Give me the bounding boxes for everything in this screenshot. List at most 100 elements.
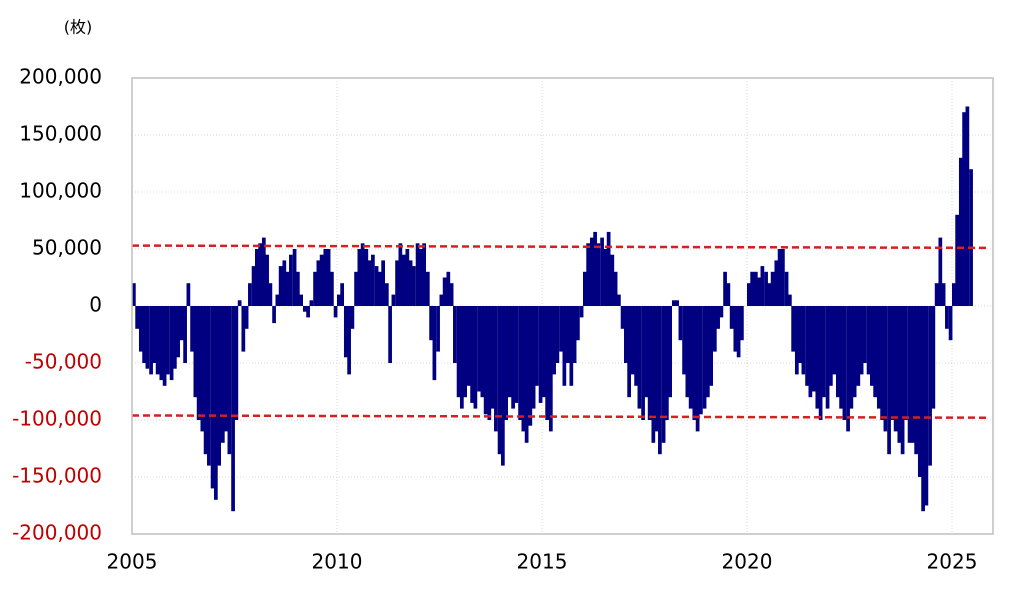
bar	[685, 306, 690, 398]
bar	[176, 306, 180, 358]
bar	[173, 306, 177, 369]
bar	[138, 306, 143, 352]
bar	[965, 106, 970, 306]
bar	[647, 306, 652, 420]
bar	[668, 306, 672, 398]
bar	[518, 306, 522, 420]
bar	[733, 306, 738, 352]
bar	[381, 260, 385, 306]
bar	[535, 306, 539, 386]
bar	[196, 306, 201, 420]
bar	[955, 214, 959, 306]
bar	[193, 306, 198, 398]
bar	[268, 283, 273, 306]
bar	[183, 306, 187, 363]
y-tick-label: 0	[89, 293, 102, 317]
bar	[354, 271, 358, 306]
x-tick-label: 2025	[927, 550, 978, 574]
bar	[969, 169, 973, 306]
bar	[299, 294, 303, 306]
bar	[767, 283, 772, 306]
bar	[313, 271, 317, 306]
bar	[757, 277, 761, 306]
bar	[897, 306, 902, 443]
bar	[388, 306, 392, 363]
bar	[210, 306, 215, 489]
bar	[808, 306, 813, 398]
bar	[555, 306, 560, 363]
bar	[706, 306, 710, 398]
bar	[470, 306, 474, 403]
bar	[630, 306, 635, 375]
bar	[617, 294, 621, 306]
bar	[620, 306, 625, 329]
bar	[893, 306, 898, 432]
bar	[586, 243, 590, 306]
bar	[849, 306, 854, 409]
bar	[822, 306, 826, 398]
bar	[900, 306, 905, 455]
bar	[784, 271, 789, 306]
bar	[941, 283, 946, 306]
bar	[603, 249, 608, 306]
bar	[740, 306, 744, 341]
bar	[924, 306, 929, 506]
bar	[719, 306, 724, 318]
reference-line	[131, 414, 989, 419]
bar	[801, 306, 806, 375]
bar	[736, 306, 741, 358]
bar	[200, 306, 205, 432]
bar	[439, 294, 444, 306]
bar	[852, 306, 857, 398]
bar	[794, 306, 799, 375]
bar	[302, 306, 307, 312]
bar	[357, 249, 362, 306]
y-tick-label: -100,000	[12, 407, 102, 431]
bar	[343, 306, 348, 358]
bar	[384, 283, 389, 306]
bar	[155, 306, 160, 375]
bar	[244, 306, 249, 329]
bar	[962, 112, 966, 306]
bar	[788, 294, 792, 306]
bar	[224, 306, 228, 432]
bar	[870, 306, 874, 386]
bar	[839, 306, 843, 409]
bar	[296, 271, 300, 306]
bar	[627, 306, 631, 398]
bar	[928, 306, 932, 466]
bar	[367, 260, 372, 306]
bar	[565, 306, 570, 363]
bar	[829, 306, 833, 386]
bar	[511, 306, 515, 409]
bar	[846, 306, 850, 432]
bar	[873, 306, 877, 398]
bar	[449, 283, 454, 306]
bar	[589, 237, 594, 306]
bar	[278, 266, 283, 306]
bar	[890, 306, 895, 420]
plot-border	[131, 77, 994, 535]
bar	[675, 300, 679, 306]
bar	[709, 306, 713, 386]
x-tick-label: 2020	[722, 550, 773, 574]
bar	[665, 306, 669, 420]
bar	[166, 306, 170, 375]
bar	[569, 306, 574, 386]
bar	[214, 306, 218, 500]
x-tick-label: 2010	[312, 550, 363, 574]
bar	[651, 306, 656, 443]
bar	[241, 306, 246, 352]
bar	[425, 271, 430, 306]
bar	[378, 271, 382, 306]
bar	[613, 271, 618, 306]
bar	[729, 306, 734, 329]
bar	[436, 306, 440, 352]
bar	[644, 306, 649, 398]
bar	[774, 260, 779, 306]
bar	[231, 306, 235, 512]
bar	[528, 306, 533, 426]
bar	[504, 306, 508, 420]
bar	[658, 306, 662, 455]
